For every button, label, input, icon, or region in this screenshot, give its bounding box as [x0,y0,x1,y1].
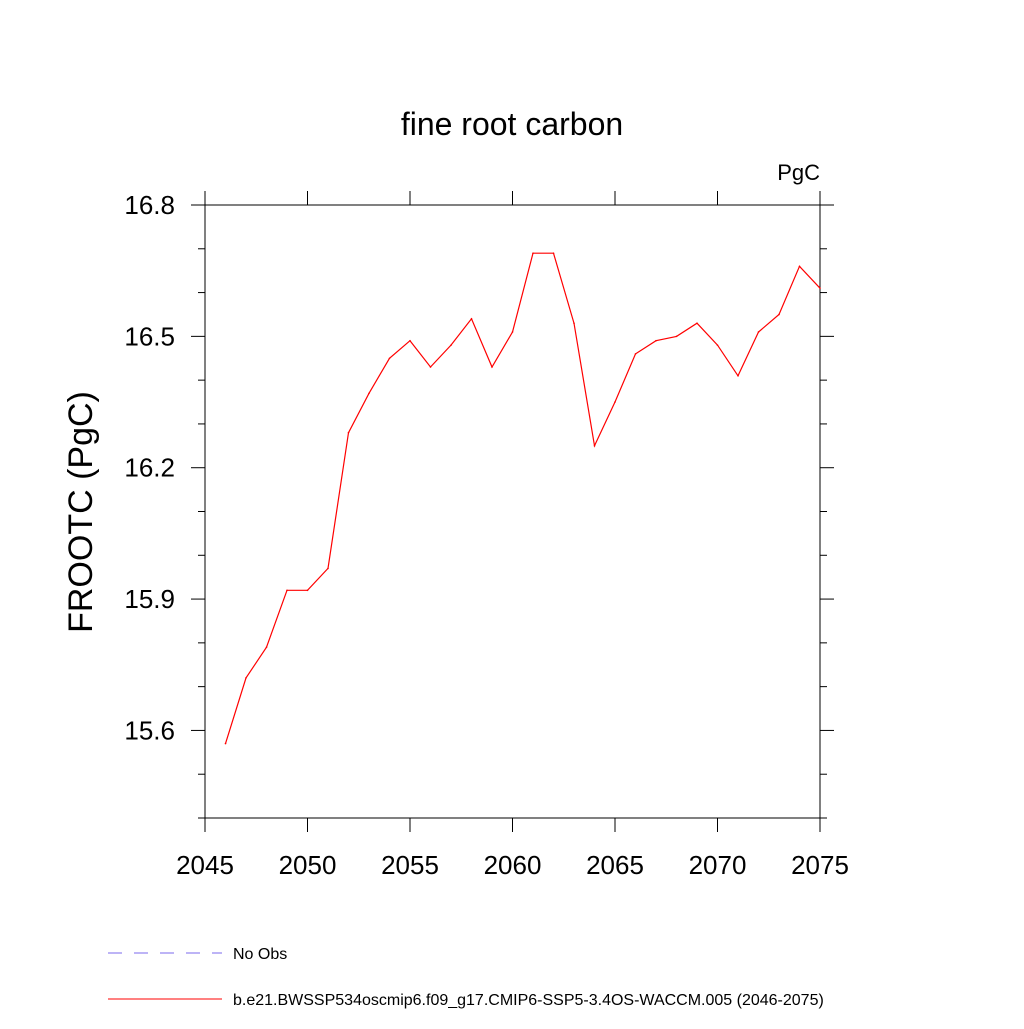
y-tick-label: 16.8 [124,190,175,220]
x-tick-label: 2070 [689,850,747,880]
data-point [347,431,350,434]
y-tick-label: 15.6 [124,715,175,745]
data-point [286,589,288,592]
data-point [306,589,309,592]
data-point [634,353,637,355]
data-point [757,331,760,333]
data-point [614,401,616,403]
series-line [224,252,821,744]
data-point [368,392,370,395]
data-point [716,344,719,346]
data-point [409,339,411,342]
data-point [655,339,657,342]
chart-title: fine root carbon [401,106,623,142]
data-point [778,313,780,316]
data-point [798,265,801,268]
data-point [245,677,247,679]
data-point [552,252,555,254]
plot-border [204,204,821,819]
data-point [491,366,493,368]
legend-label: b.e21.BWSSP534oscmip6.f09_g17.CMIP6-SSP5… [233,992,824,1009]
data-point [429,366,432,368]
x-tick-label: 2065 [586,850,644,880]
plot-frame [204,204,821,819]
x-tick-label: 2075 [791,850,849,880]
x-tick-label: 2055 [381,850,439,880]
x-tick-label: 2060 [484,850,542,880]
data-point [470,318,473,320]
data-point [532,252,534,254]
y-tick-label: 16.5 [124,321,175,351]
data-point [675,335,678,338]
data-point [593,445,596,447]
units-label: PgC [777,160,820,185]
data-point [450,344,452,346]
data-point [224,742,227,745]
data-point [265,646,268,649]
series-layer [224,252,821,745]
y-tick-label: 15.9 [124,584,175,614]
y-axis-label: FROOTC (PgC) [62,391,100,633]
data-point [388,357,391,360]
data-point [737,374,739,377]
data-point [696,322,698,325]
x-tick-label: 2050 [279,850,337,880]
data-point [511,331,514,333]
legend: No Obs b.e21.BWSSP534oscmip6.f09_g17.CMIP… [108,946,824,1009]
x-axis: 2045 2050 2055 2060 2065 2070 2075 [176,191,849,880]
legend-label: No Obs [233,946,287,963]
data-point [573,322,575,325]
data-point [819,287,821,289]
x-tick-label: 2045 [176,850,234,880]
data-point [327,567,329,570]
y-axis: 15.6 15.9 16.2 16.5 16.8 [124,190,834,819]
y-tick-label: 16.2 [124,453,175,483]
